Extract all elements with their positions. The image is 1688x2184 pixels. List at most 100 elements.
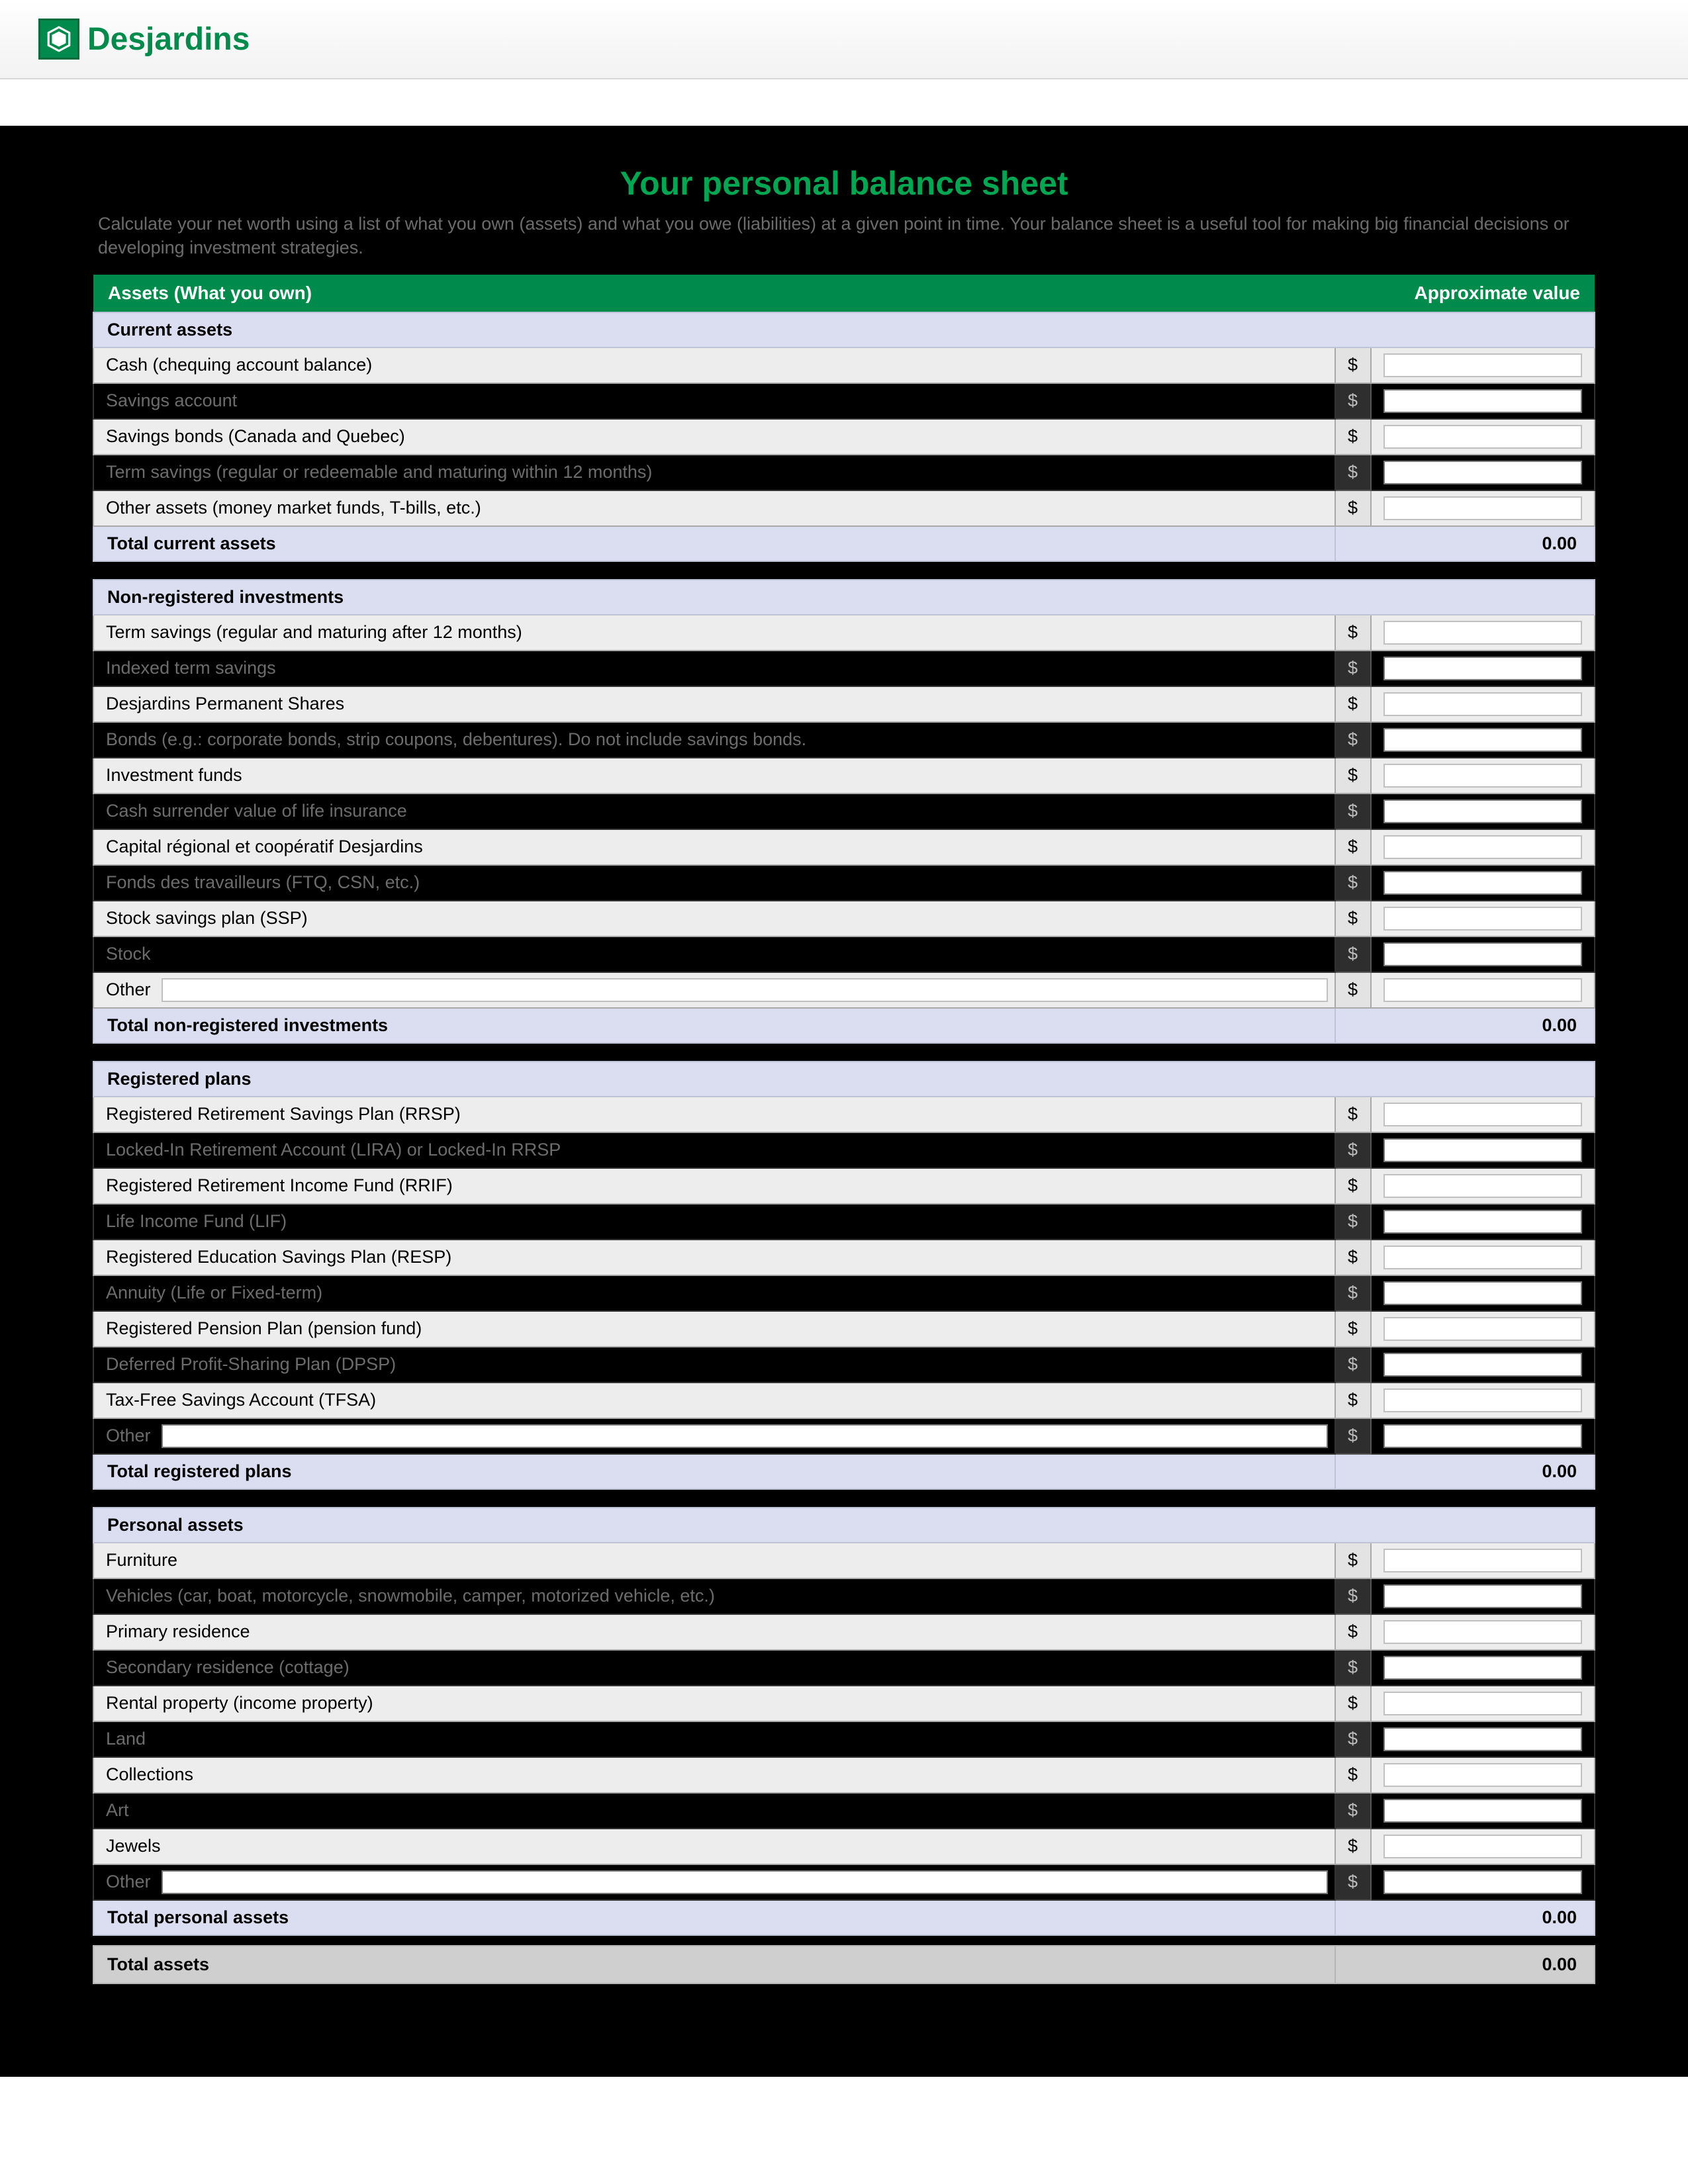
table-row: Vehicles (car, boat, motorcycle, snowmob… xyxy=(93,1578,1595,1614)
value-input[interactable] xyxy=(1383,1353,1583,1377)
table-row: Art $ xyxy=(93,1793,1595,1829)
page-intro: Calculate your net worth using a list of… xyxy=(93,212,1595,275)
currency-symbol: $ xyxy=(1335,758,1371,794)
value-input[interactable] xyxy=(1383,1424,1583,1448)
table-row: Desjardins Permanent Shares $ xyxy=(93,686,1595,722)
row-label: Registered Pension Plan (pension fund) xyxy=(93,1311,1335,1347)
value-input[interactable] xyxy=(1383,692,1583,716)
currency-symbol: $ xyxy=(1335,972,1371,1008)
value-input[interactable] xyxy=(1383,907,1583,931)
currency-symbol: $ xyxy=(1335,1614,1371,1650)
total-label: Total personal assets xyxy=(93,1900,1335,1935)
row-label: Cash surrender value of life insurance xyxy=(93,794,1335,829)
row-label: Locked-In Retirement Account (LIRA) or L… xyxy=(93,1132,1335,1168)
other-text-input[interactable] xyxy=(162,1424,1328,1448)
row-label: Rental property (income property) xyxy=(93,1686,1335,1721)
currency-symbol: $ xyxy=(1335,686,1371,722)
total-label: Total non-registered investments xyxy=(93,1008,1335,1043)
row-label: Cash (chequing account balance) xyxy=(93,347,1335,383)
value-input[interactable] xyxy=(1383,1281,1583,1305)
value-input[interactable] xyxy=(1383,1692,1583,1715)
value-input[interactable] xyxy=(1383,425,1583,449)
row-label: Jewels xyxy=(93,1829,1335,1864)
row-label: Desjardins Permanent Shares xyxy=(93,686,1335,722)
other-label: Other xyxy=(106,979,151,1000)
table-row: Stock $ xyxy=(93,936,1595,972)
row-label: Deferred Profit-Sharing Plan (DPSP) xyxy=(93,1347,1335,1383)
assets-header-row: Assets (What you own) Approximate value xyxy=(93,275,1595,312)
value-input[interactable] xyxy=(1383,1549,1583,1572)
value-input[interactable] xyxy=(1383,1763,1583,1787)
currency-symbol: $ xyxy=(1335,794,1371,829)
grand-total-label: Total assets xyxy=(93,1946,1335,1983)
brand-logo-mark xyxy=(38,19,79,60)
value-input[interactable] xyxy=(1383,1246,1583,1269)
grand-total-row: Total assets 0.00 xyxy=(93,1946,1595,1983)
value-input[interactable] xyxy=(1383,657,1583,680)
currency-symbol: $ xyxy=(1335,1793,1371,1829)
currency-symbol: $ xyxy=(1335,865,1371,901)
row-label: Stock savings plan (SSP) xyxy=(93,901,1335,936)
other-text-input[interactable] xyxy=(162,978,1328,1002)
value-input[interactable] xyxy=(1383,461,1583,484)
table-row: Registered Retirement Income Fund (RRIF)… xyxy=(93,1168,1595,1204)
table-row: Cash surrender value of life insurance $ xyxy=(93,794,1595,829)
row-label: Savings account xyxy=(93,383,1335,419)
currency-symbol: $ xyxy=(1335,1097,1371,1132)
page-title: Your personal balance sheet xyxy=(93,152,1595,212)
value-input[interactable] xyxy=(1383,1174,1583,1198)
currency-symbol: $ xyxy=(1335,1383,1371,1418)
table-row: Annuity (Life or Fixed-term) $ xyxy=(93,1275,1595,1311)
value-input[interactable] xyxy=(1383,978,1583,1002)
table-row: Deferred Profit-Sharing Plan (DPSP) $ xyxy=(93,1347,1595,1383)
value-input[interactable] xyxy=(1383,799,1583,823)
value-input[interactable] xyxy=(1383,942,1583,966)
value-input[interactable] xyxy=(1383,621,1583,645)
total-label: Total current assets xyxy=(93,526,1335,561)
value-input[interactable] xyxy=(1383,496,1583,520)
value-input[interactable] xyxy=(1383,1620,1583,1644)
table-row: Term savings (regular and maturing after… xyxy=(93,615,1595,651)
row-label: Bonds (e.g.: corporate bonds, strip coup… xyxy=(93,722,1335,758)
value-input[interactable] xyxy=(1383,764,1583,788)
value-input[interactable] xyxy=(1383,1656,1583,1680)
value-input[interactable] xyxy=(1383,728,1583,752)
value-input[interactable] xyxy=(1383,1138,1583,1162)
value-input[interactable] xyxy=(1383,1317,1583,1341)
table-row: Stock savings plan (SSP) $ xyxy=(93,901,1595,936)
other-row: Other $ xyxy=(93,972,1595,1008)
currency-symbol: $ xyxy=(1335,1650,1371,1686)
row-label: Indexed term savings xyxy=(93,651,1335,686)
value-input[interactable] xyxy=(1383,1210,1583,1234)
value-input[interactable] xyxy=(1383,1799,1583,1823)
currency-symbol: $ xyxy=(1335,347,1371,383)
value-input[interactable] xyxy=(1383,1870,1583,1894)
reg-title: Registered plans xyxy=(93,1062,1595,1097)
currency-symbol: $ xyxy=(1335,615,1371,651)
value-input[interactable] xyxy=(1383,871,1583,895)
value-input[interactable] xyxy=(1383,1835,1583,1858)
row-label: Annuity (Life or Fixed-term) xyxy=(93,1275,1335,1311)
currency-symbol: $ xyxy=(1335,1168,1371,1204)
value-input[interactable] xyxy=(1383,1388,1583,1412)
personal-total-row: Total personal assets 0.00 xyxy=(93,1900,1595,1935)
value-input[interactable] xyxy=(1383,389,1583,413)
table-row: Fonds des travailleurs (FTQ, CSN, etc.) … xyxy=(93,865,1595,901)
value-input[interactable] xyxy=(1383,1584,1583,1608)
brand-name: Desjardins xyxy=(87,21,250,58)
table-row: Indexed term savings $ xyxy=(93,651,1595,686)
other-text-input[interactable] xyxy=(162,1870,1328,1894)
value-input[interactable] xyxy=(1383,1727,1583,1751)
currency-symbol: $ xyxy=(1335,1543,1371,1578)
hexagon-icon xyxy=(45,25,73,53)
value-input[interactable] xyxy=(1383,353,1583,377)
total-value: 0.00 xyxy=(1335,1454,1595,1489)
table-row: Registered Education Savings Plan (RESP)… xyxy=(93,1240,1595,1275)
row-label: Investment funds xyxy=(93,758,1335,794)
value-input[interactable] xyxy=(1383,835,1583,859)
table-row: Jewels $ xyxy=(93,1829,1595,1864)
currency-symbol: $ xyxy=(1335,1275,1371,1311)
value-input[interactable] xyxy=(1383,1103,1583,1126)
top-header: Desjardins xyxy=(0,0,1688,79)
row-label: Capital régional et coopératif Desjardin… xyxy=(93,829,1335,865)
